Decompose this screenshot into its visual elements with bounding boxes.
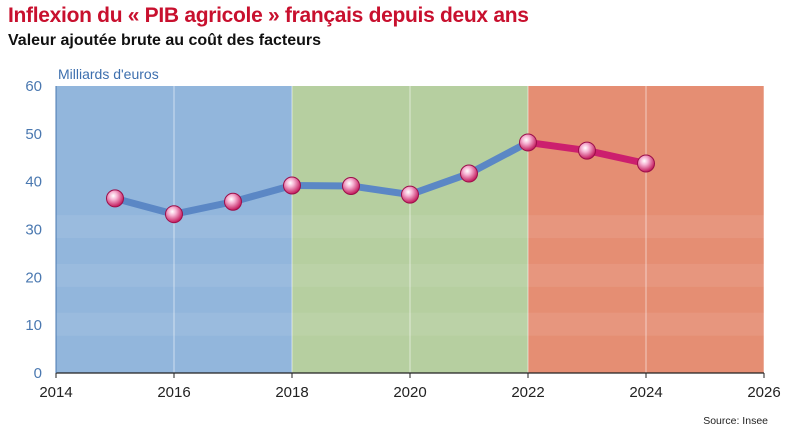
data-point xyxy=(519,133,537,152)
series-segment xyxy=(465,138,532,178)
y-tick-label: 40 xyxy=(25,174,42,191)
series-segment xyxy=(347,182,414,199)
x-tick-label: 2018 xyxy=(275,384,308,401)
source-note: Source: Insee xyxy=(703,415,768,427)
data-point xyxy=(106,189,124,208)
series-segment xyxy=(524,138,591,155)
chart-title: Inflexion du « PIB agricole » français d… xyxy=(8,4,529,27)
data-point xyxy=(224,192,242,211)
data-point xyxy=(637,154,655,173)
data-point xyxy=(165,205,183,224)
x-tick-label: 2020 xyxy=(393,384,426,401)
y-axis-ticks: 0 10 20 30 40 50 60 xyxy=(25,78,42,382)
data-point xyxy=(283,176,301,195)
data-point xyxy=(401,185,419,204)
y-tick-label: 50 xyxy=(25,126,42,143)
x-tick-label: 2016 xyxy=(157,384,190,401)
series-segment xyxy=(583,147,650,167)
y-tick-label: 30 xyxy=(25,222,42,239)
x-tick-label: 2014 xyxy=(39,384,72,401)
series-lines xyxy=(111,138,650,218)
data-point xyxy=(342,176,360,195)
series-segment xyxy=(111,194,178,218)
x-tick-label: 2022 xyxy=(511,384,544,401)
x-tick-label: 2026 xyxy=(747,384,780,401)
y-tick-label: 60 xyxy=(25,78,42,95)
series-segment xyxy=(170,198,237,218)
y-tick-label: 10 xyxy=(25,317,42,334)
data-point xyxy=(578,141,596,160)
chart-subtitle: Valeur ajoutée brute au coût des facteur… xyxy=(8,32,321,49)
y-tick-label: 20 xyxy=(25,269,42,286)
x-axis-ticks: 2014 2016 2018 2020 2022 2024 2026 xyxy=(39,373,781,401)
y-tick-label: 0 xyxy=(34,365,42,382)
data-point xyxy=(460,164,478,183)
x-tick-label: 2024 xyxy=(629,384,662,401)
y-axis-unit-label: Milliards d'euros xyxy=(58,66,159,82)
series-segment xyxy=(229,181,296,206)
series-markers xyxy=(106,133,655,224)
series-segment xyxy=(406,170,473,199)
